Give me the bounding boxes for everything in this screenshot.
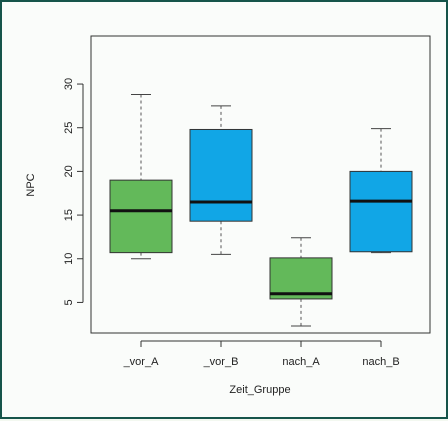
box-nach_B xyxy=(349,128,413,254)
x-axis-title: Zeit_Gruppe xyxy=(229,384,290,396)
y-tick-label: 10 xyxy=(63,253,75,265)
x-axis: _vor_A _vor_B nach_A nach_B xyxy=(123,340,400,368)
box-nach_A xyxy=(269,237,333,327)
y-tick-label: 15 xyxy=(63,209,75,221)
y-tick-label: 5 xyxy=(63,299,75,305)
y-axis: 5 10 15 20 25 30 xyxy=(63,78,84,305)
box-vor_B xyxy=(189,105,253,255)
iqr-box xyxy=(349,170,413,253)
plot-area-border xyxy=(90,35,431,334)
y-tick-label: 25 xyxy=(63,122,75,134)
y-tick-label: 20 xyxy=(63,165,75,177)
y-axis-title: NPC xyxy=(25,173,37,196)
x-tick-label: nach_B xyxy=(362,356,399,368)
x-tick-label: nach_A xyxy=(282,356,320,368)
box-vor_A xyxy=(109,94,173,260)
x-tick-label: _vor_A xyxy=(123,356,160,368)
y-tick-label: 30 xyxy=(63,78,75,90)
iqr-box xyxy=(109,179,173,254)
x-tick-label: _vor_B xyxy=(203,356,239,368)
iqr-box xyxy=(269,257,333,300)
iqr-box xyxy=(189,128,253,222)
boxes xyxy=(109,94,413,327)
